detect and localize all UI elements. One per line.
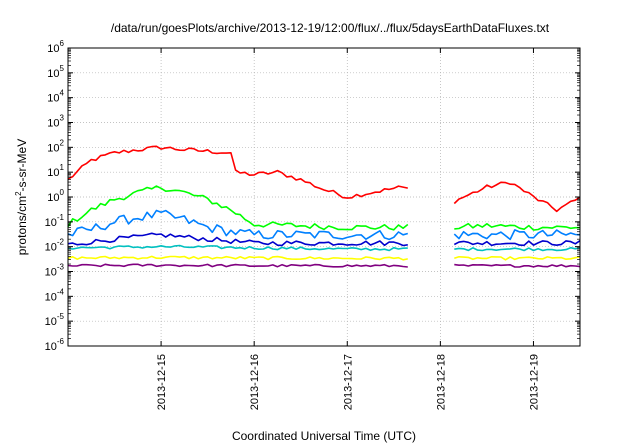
series-line-7 (67, 263, 408, 268)
series-line-3 (453, 229, 581, 241)
x-tick-label: 2013-12-16 (249, 354, 261, 410)
y-tick-label: 10-5 (45, 312, 65, 328)
y-tick-label: 10-6 (45, 337, 65, 353)
series-line-7 (454, 263, 581, 268)
series-line-2 (454, 222, 580, 231)
x-tick-label: 2013-12-19 (528, 354, 540, 410)
x-tick-label: 2013-12-15 (156, 354, 168, 410)
series-layer (67, 145, 581, 268)
series-line-2 (67, 185, 409, 231)
series-line-4 (453, 240, 581, 247)
grid-lines (68, 48, 580, 346)
x-axis-label: Coordinated Universal Time (UTC) (232, 429, 416, 443)
y-tick-label: 100 (47, 188, 64, 204)
series-line-1 (453, 181, 581, 213)
y-tick-label: 10-2 (45, 238, 65, 254)
y-tick-label: 106 (47, 39, 64, 55)
series-line-5 (67, 244, 408, 252)
series-line-4 (67, 232, 408, 247)
y-tick-label: 10-3 (45, 263, 65, 279)
series-line-6 (67, 255, 408, 261)
y-tick-label: 105 (47, 64, 64, 80)
y-tick-label: 102 (47, 138, 64, 154)
x-axis: 2013-12-15 2013-12-16 2013-12-17 2013-12-18… (156, 48, 540, 410)
y-tick-label: 104 (47, 89, 64, 105)
x-tick-label: 2013-12-17 (342, 354, 354, 410)
chart-title: /data/run/goesPlots/archive/2013-12-19/1… (111, 21, 550, 35)
y-axis: 10-6 10-5 10-4 10-3 10-2 10-1 100 101 102 103 104 1… (45, 39, 580, 353)
series-line-3 (67, 209, 409, 241)
y-tick-label: 101 (47, 163, 64, 179)
series-line-5 (454, 246, 581, 252)
y-tick-label: 103 (47, 114, 64, 130)
y-tick-label: 10-1 (45, 213, 65, 229)
x-tick-label: 2013-12-18 (435, 354, 447, 410)
series-line-1 (67, 145, 408, 199)
y-tick-label: 10-4 (45, 287, 65, 303)
y-axis-label: protons/cm2-s-sr-MeV (14, 139, 29, 255)
series-line-6 (454, 255, 581, 261)
